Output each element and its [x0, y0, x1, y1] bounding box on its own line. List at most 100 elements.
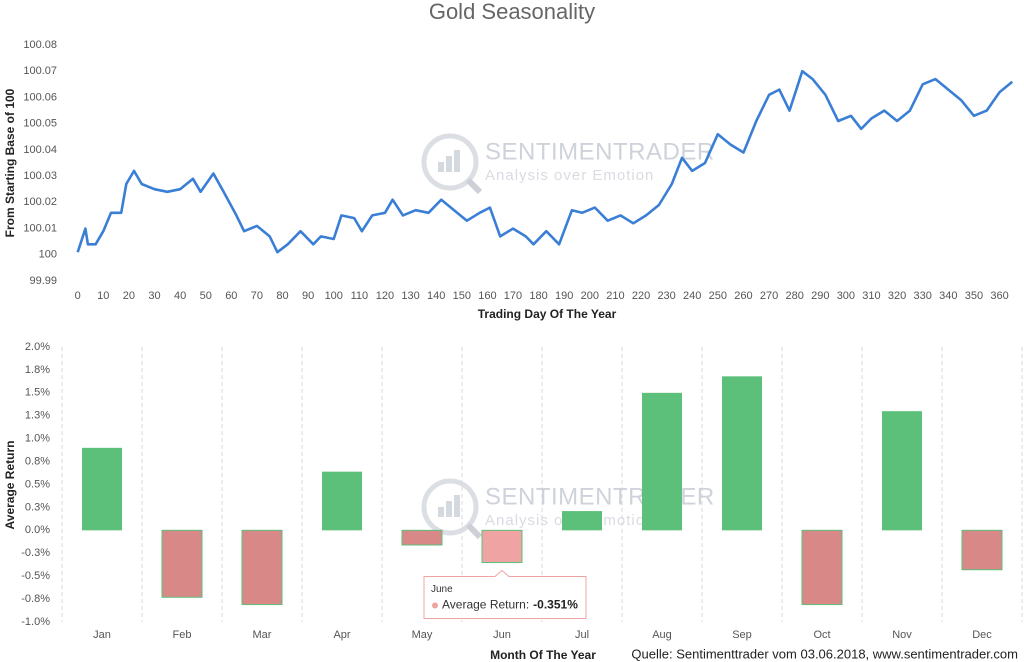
x-tick-label: 20 — [123, 290, 135, 302]
y-tick-label: 1.3% — [25, 410, 50, 422]
tooltip-label: Average Return: — [442, 598, 529, 612]
x-tick-label: Sep — [732, 629, 752, 641]
tooltip-box — [423, 569, 587, 620]
tooltip: June Average Return: -0.351% — [423, 569, 587, 620]
x-tick-label: May — [412, 629, 433, 641]
watermark: SENTIMENTRADER Analysis over Emotion — [421, 133, 715, 195]
y-axis-title: From Starting Base of 100 — [3, 88, 17, 237]
x-tick-label: 170 — [504, 290, 522, 302]
y-tick-label: -0.8% — [21, 593, 50, 605]
x-tick-label: 320 — [888, 290, 906, 302]
bar — [961, 529, 1003, 571]
source-note: Quelle: Sentimenttrader vom 03.06.2018, … — [631, 646, 1018, 661]
y-tick-label: 1.0% — [25, 433, 50, 445]
x-tick-label: Mar — [253, 629, 272, 641]
bar — [161, 529, 203, 598]
y-tick-label: 100.02 — [23, 196, 57, 208]
watermark-logo — [454, 150, 460, 172]
x-tick-label: 40 — [174, 290, 186, 302]
x-tick-label: 300 — [837, 290, 855, 302]
watermark-logo — [465, 177, 483, 195]
x-tick-label: 230 — [657, 290, 675, 302]
line-series — [76, 69, 1014, 254]
x-tick-label: Oct — [813, 629, 830, 641]
x-tick-label: 140 — [427, 290, 445, 302]
x-tick-label: 250 — [709, 290, 727, 302]
x-tick-label: 0 — [75, 290, 81, 302]
x-tick-label: Dec — [972, 629, 992, 641]
tooltip-title: June — [431, 584, 453, 595]
bar — [642, 392, 682, 531]
x-tick-label: 220 — [632, 290, 650, 302]
y-tick-label: 100.08 — [23, 39, 57, 51]
watermark-logo — [438, 162, 444, 172]
x-tick-label: 350 — [965, 290, 983, 302]
watermark-name: SENTIMENTRADER — [485, 138, 715, 165]
watermark-logo — [446, 156, 452, 172]
x-tick-label: 360 — [990, 290, 1008, 302]
x-tick-label: 70 — [251, 290, 263, 302]
watermark-logo — [421, 133, 479, 191]
x-tick-label: 290 — [811, 290, 829, 302]
y-tick-label: -0.3% — [21, 547, 50, 559]
bar — [882, 411, 922, 531]
bar — [562, 511, 602, 531]
x-axis-title: Trading Day Of The Year — [478, 307, 617, 321]
y-tick-label: 100.03 — [23, 170, 57, 182]
x-tick-label: 210 — [606, 290, 624, 302]
x-tick-label: 330 — [914, 290, 932, 302]
bar — [82, 447, 122, 531]
x-tick-label: 110 — [351, 290, 369, 302]
x-tick-label: 130 — [401, 290, 419, 302]
x-tick-label: 270 — [760, 290, 778, 302]
x-tick-label: 50 — [200, 290, 212, 302]
x-tick-label: 150 — [453, 290, 471, 302]
x-tick-label: 160 — [478, 290, 496, 302]
x-tick-label: Apr — [333, 629, 350, 641]
watermark-logo — [465, 522, 483, 540]
x-tick-label: Jan — [93, 629, 111, 641]
x-tick-label: 280 — [785, 290, 803, 302]
y-tick-label: 100.05 — [23, 118, 57, 130]
y-tick-label: 0.5% — [25, 478, 50, 490]
x-tick-label: Feb — [173, 629, 192, 641]
y-tick-label: -1.0% — [21, 616, 50, 628]
y-tick-label: 100.07 — [23, 65, 57, 77]
tooltip-marker — [432, 602, 438, 609]
y-tick-label: 2.0% — [25, 341, 50, 353]
x-tick-label: Aug — [652, 629, 672, 641]
x-tick-label: 100 — [325, 290, 343, 302]
watermark-logo — [446, 501, 452, 517]
y-tick-label: 100.06 — [23, 91, 57, 103]
bar — [241, 529, 283, 606]
x-tick-label: 240 — [683, 290, 701, 302]
chart-title: Gold Seasonality — [429, 0, 595, 24]
watermark-logo — [454, 495, 460, 517]
bar — [322, 471, 362, 531]
x-tick-label: 80 — [276, 290, 288, 302]
x-tick-label: 120 — [376, 290, 394, 302]
y-axis-title: Average Return — [3, 441, 17, 530]
y-tick-label: 0.0% — [25, 524, 50, 536]
y-tick-label: 100 — [39, 249, 57, 261]
y-tick-label: 99.99 — [29, 275, 57, 287]
x-tick-label: 180 — [529, 290, 547, 302]
y-tick-label: -0.5% — [21, 570, 50, 582]
x-tick-label: 60 — [225, 290, 237, 302]
tooltip-value: -0.351% — [533, 598, 578, 612]
x-tick-label: Nov — [892, 629, 912, 641]
y-tick-label: 1.5% — [25, 387, 50, 399]
bar — [481, 529, 523, 564]
x-tick-label: 340 — [939, 290, 957, 302]
x-tick-label: 310 — [862, 290, 880, 302]
bar — [801, 529, 843, 606]
x-tick-label: 30 — [148, 290, 160, 302]
x-tick-label: Jun — [493, 629, 511, 641]
y-tick-label: 100.01 — [23, 222, 57, 234]
x-tick-label: 10 — [97, 290, 109, 302]
watermark-logo — [438, 507, 444, 517]
x-tick-label: Jul — [575, 629, 589, 641]
watermark-tagline: Analysis over Emotion — [485, 167, 654, 184]
